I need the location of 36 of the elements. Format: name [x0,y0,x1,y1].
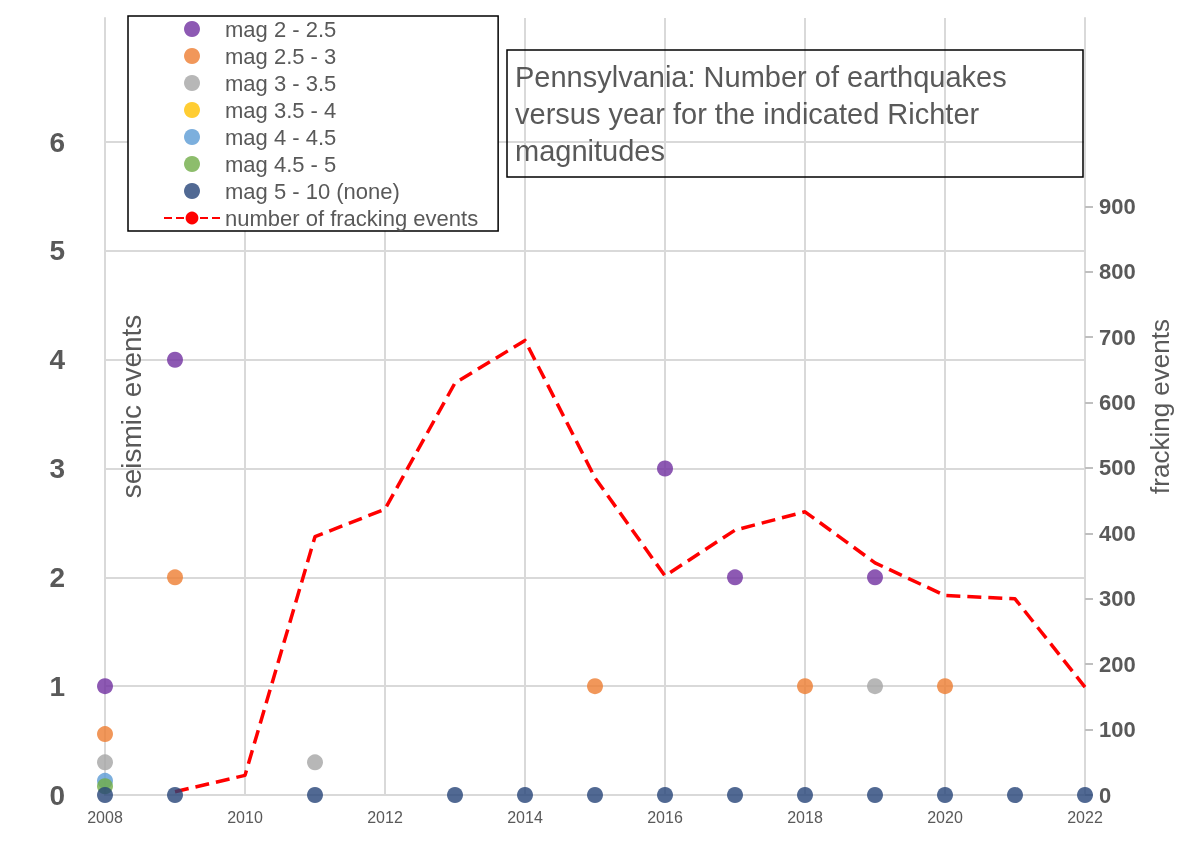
x-tick-label: 2016 [647,808,683,826]
legend-label: mag 2.5 - 3 [225,43,337,69]
x-tick-label: 2010 [227,808,263,826]
x-tick-label: 2020 [927,808,963,826]
y2-tick-label: 300 [1099,586,1136,612]
y2-tick-label: 0 [1099,782,1112,808]
y-tick-label: 1 [49,670,65,702]
y-tick-label: 4 [49,344,66,376]
y2-tick-label: 900 [1099,193,1136,219]
y2-tick-label: 400 [1099,520,1136,546]
x-tick-label: 2018 [787,808,823,826]
legend-label: mag 4.5 - 5 [225,151,337,177]
x-tick-label: 2014 [507,808,543,826]
y2-tick-label: 100 [1099,717,1136,743]
y2-tick-label: 200 [1099,651,1136,677]
x-tick-label: 2008 [87,808,123,826]
y2-tick-label: 600 [1099,390,1136,416]
y-tick-label: 0 [49,779,65,811]
y-tick-label: 2 [49,561,65,593]
x-tick-label: 2012 [367,808,403,826]
y-tick-label: 6 [49,126,65,158]
y2-axis-title: fracking events [1144,319,1175,494]
x-tick-label: 2022 [1067,808,1103,826]
text: Pennsylvania: Number of earthquakes versus year for the indicated Richter magnitudes [515,60,1015,167]
y-tick-label: 5 [49,235,65,267]
legend-label: mag 3.5 - 4 [225,97,337,123]
y-tick-label: 3 [49,453,65,485]
legend-label: mag 4 - 4.5 [225,124,337,150]
y2-tick-label: 800 [1099,259,1136,285]
y2-tick-label: 700 [1099,324,1136,350]
legend-label: mag 3 - 3.5 [225,70,337,96]
legend-label: number of fracking events [225,205,479,231]
y-axis-title: seismic events [115,314,147,499]
legend-label: mag 5 - 10 (none) [225,178,400,204]
y2-tick-label: 500 [1099,455,1136,481]
legend-label: mag 2 - 2.5 [225,16,337,42]
